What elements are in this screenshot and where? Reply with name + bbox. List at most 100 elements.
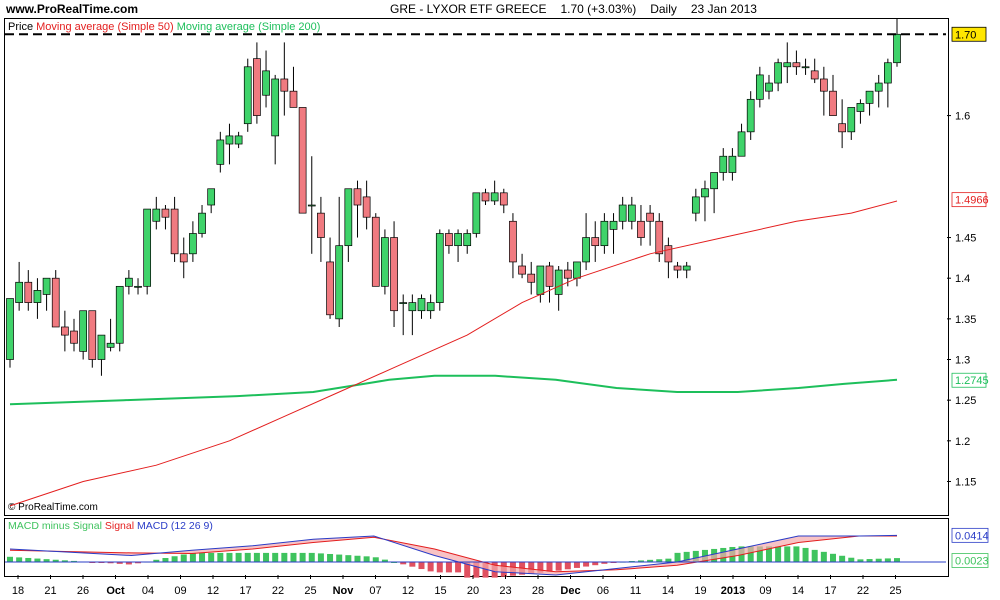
candle-body xyxy=(161,208,170,218)
y-tick-label: 1.3 xyxy=(955,355,970,367)
candle-body xyxy=(207,188,216,206)
candle-body xyxy=(664,245,673,263)
candle-body xyxy=(125,277,133,287)
candle-body xyxy=(701,188,709,198)
x-tick-label: 22 xyxy=(272,585,284,597)
candle-body xyxy=(253,58,261,116)
x-tick-label: Nov xyxy=(333,585,355,597)
macd-histogram-bar xyxy=(464,562,471,578)
candle-body xyxy=(829,90,837,116)
macd-histogram-bar xyxy=(848,557,855,562)
candle-body xyxy=(106,342,115,348)
candle-body xyxy=(573,261,581,279)
ma50-value-label: 1.4966 xyxy=(955,195,989,207)
macd-histogram-bar xyxy=(875,558,882,562)
candle-body xyxy=(42,277,51,295)
x-tick-label: 26 xyxy=(77,585,89,597)
x-tick-label: 14 xyxy=(792,585,804,597)
macd-histogram-bar xyxy=(747,546,754,562)
macd-histogram-bar xyxy=(217,552,224,562)
candle-body xyxy=(609,220,618,230)
legend-ma200: Moving average (Simple 200) xyxy=(176,21,321,33)
macd-histogram-bar xyxy=(308,552,315,562)
macd-histogram-bar xyxy=(811,549,818,562)
x-tick-label: 2013 xyxy=(721,585,745,597)
candle-body xyxy=(591,237,600,247)
candle-body xyxy=(655,220,664,255)
x-tick-label: 28 xyxy=(532,585,544,597)
candle-body xyxy=(289,90,298,108)
macd-histogram-bar xyxy=(71,560,78,562)
macd-histogram-bar xyxy=(884,558,891,562)
macd-histogram-bar xyxy=(793,546,800,562)
y-tick-label: 1.15 xyxy=(955,476,976,488)
site-link[interactable]: www.ProRealTime.com xyxy=(6,2,139,16)
candle-body xyxy=(691,196,700,214)
candle-body xyxy=(134,285,142,288)
candle-body xyxy=(179,253,188,263)
macd-histogram-bar xyxy=(263,552,270,562)
candle-body xyxy=(792,62,801,68)
legend-ma50: Moving average (Simple 50) xyxy=(36,21,174,33)
x-tick-label: 20 xyxy=(467,585,479,597)
x-tick-label: Dec xyxy=(560,585,580,597)
ma50-line xyxy=(9,200,898,507)
candle-body xyxy=(97,334,106,360)
macd-histogram-bar xyxy=(820,551,827,562)
candle-body xyxy=(646,212,654,222)
macd-histogram-bar xyxy=(299,552,306,562)
macd-value-label: 0.0414 xyxy=(955,530,989,542)
macd-histogram-bar xyxy=(592,562,599,566)
macd-line xyxy=(9,534,898,576)
x-tick-label: 09 xyxy=(174,585,186,597)
candle-body xyxy=(353,188,362,206)
price-panel[interactable]: Price Moving average (Simple 50) Moving … xyxy=(4,18,949,516)
candle-body xyxy=(262,70,270,96)
candle-body xyxy=(710,172,718,190)
macd-histogram-bar xyxy=(436,562,443,573)
macd-histogram-bar xyxy=(153,559,160,562)
macd-histogram-bar xyxy=(199,552,206,562)
macd-histogram-bar xyxy=(345,555,352,562)
ma200-value-label-box xyxy=(951,372,987,388)
last-price-label: 1.70 xyxy=(955,29,976,41)
macd-histogram-bar xyxy=(272,552,279,562)
candle-body xyxy=(234,135,243,145)
legend-macd-hist: MACD minus Signal xyxy=(8,520,102,532)
macd-histogram-bar xyxy=(409,562,416,567)
macd-histogram-bar xyxy=(189,552,196,562)
candle-body xyxy=(417,298,426,312)
y-tick-label: 1.45 xyxy=(955,233,976,245)
candle-body xyxy=(408,302,417,312)
macd-histogram-bar xyxy=(894,558,900,562)
macd-histogram-bar xyxy=(765,546,772,562)
macd-histogram-bar xyxy=(372,557,379,562)
candle-body xyxy=(463,233,472,247)
macd-histogram-bar xyxy=(180,554,187,562)
macd-histogram-bar xyxy=(427,562,434,572)
macd-histogram-bar xyxy=(125,562,132,565)
last-price-label-box xyxy=(951,26,987,42)
x-tick-label: 17 xyxy=(239,585,251,597)
candle-body xyxy=(170,208,179,255)
macd-histogram-bar xyxy=(573,562,580,568)
macd-histogram-bar xyxy=(281,552,288,562)
macd-histogram-bar xyxy=(537,562,544,573)
candle-body xyxy=(755,74,764,100)
candle-body xyxy=(51,277,60,328)
macd-histogram-bar xyxy=(445,562,452,573)
macd-histogram-bar xyxy=(226,552,233,562)
candle-body xyxy=(865,90,874,104)
candle-body xyxy=(70,330,78,344)
macd-histogram-bar xyxy=(455,562,462,573)
candle-body xyxy=(6,298,14,360)
macd-histogram-bar xyxy=(171,556,178,562)
chart-title: GRE - LYXOR ETF GREECE 1.70 (+3.03%) Daily… xyxy=(390,2,771,16)
macd-histogram-bar xyxy=(647,559,654,562)
y-tick-label: 1.25 xyxy=(955,395,976,407)
macd-histogram-bar xyxy=(116,562,123,564)
y-tick-label: 1.35 xyxy=(955,314,976,326)
candle-body xyxy=(856,103,865,112)
macd-histogram-bar xyxy=(674,552,681,562)
macd-histogram-bar xyxy=(802,547,809,562)
